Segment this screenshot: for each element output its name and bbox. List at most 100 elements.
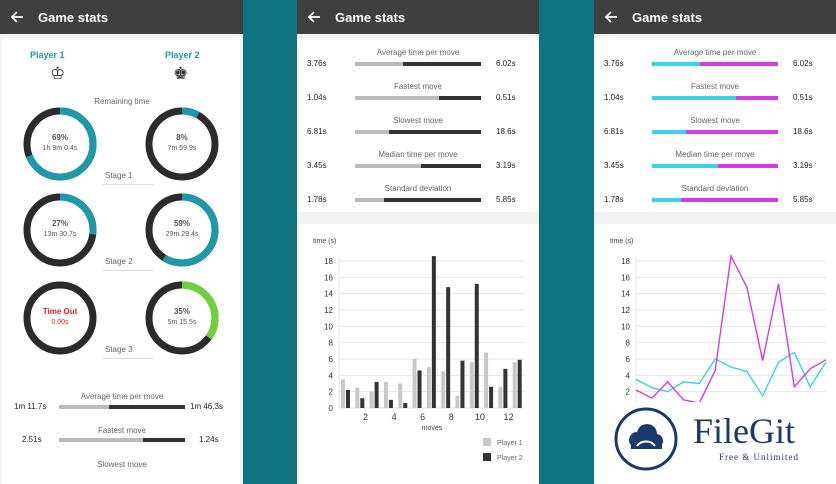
bar-player1 — [341, 379, 345, 408]
bar-player2 — [517, 359, 522, 408]
ring-track — [23, 281, 97, 355]
ring-time: 7m 59.9s — [167, 145, 197, 152]
player1-name: Player 1 — [30, 50, 65, 60]
ring-progress — [145, 193, 219, 267]
y-tick-label: 0 — [329, 404, 334, 413]
metric-right-value: 18.6s — [793, 127, 813, 136]
divider — [102, 184, 154, 185]
ring-progress — [145, 107, 219, 181]
app-bar: Game stats — [297, 0, 539, 34]
p2-bar-segment — [143, 438, 185, 442]
bar-player1 — [426, 367, 431, 408]
metric-label: Slowest move — [690, 116, 740, 125]
bar-player1 — [484, 352, 489, 408]
p1-bar-segment — [652, 198, 681, 202]
bar-player1 — [355, 387, 360, 408]
bar-player2 — [374, 381, 379, 408]
metric-label: Median time per move — [378, 150, 458, 159]
metric-left-value: 1.04s — [307, 93, 327, 102]
y-tick-label: 14 — [324, 290, 333, 299]
metric-label: Standard deviation — [384, 184, 452, 193]
bar-player2 — [503, 368, 508, 408]
metric-right-value: 3.19s — [793, 161, 813, 170]
metric-label: Slowest move — [97, 460, 147, 469]
metric-label: Median time per move — [675, 150, 755, 159]
x-tick-label: 4 — [392, 412, 397, 422]
metric-label: Fastest move — [97, 426, 146, 435]
panel-bar-chart: Game stats Average time per move 3.76s 6.0… — [297, 0, 539, 484]
p1-bar-segment — [652, 164, 718, 168]
p2-bar-segment — [717, 164, 778, 168]
metric-label: Standard deviation — [681, 184, 749, 193]
legend-swatch — [483, 453, 491, 461]
metric-right-value: 0.51s — [793, 93, 813, 102]
metric-bar — [355, 164, 481, 168]
back-arrow-icon[interactable] — [307, 10, 321, 24]
metric-right-value: 18.6s — [496, 127, 516, 136]
p2-bar-segment — [736, 96, 778, 100]
p2-bar-segment — [439, 96, 481, 100]
ring-time: 13m 30.7s — [43, 231, 77, 238]
legend-swatch — [483, 438, 491, 446]
metric-bar — [652, 62, 778, 66]
time-ring — [145, 193, 219, 267]
p2-bar-segment — [686, 130, 778, 134]
ring-progress — [23, 107, 97, 181]
metric-left-value: 3.45s — [307, 161, 327, 170]
metric-right-value: 0.51s — [496, 93, 516, 102]
page-title: Game stats — [335, 9, 406, 25]
ring-time: 5m 15.5s — [167, 319, 197, 326]
back-arrow-icon[interactable] — [604, 10, 618, 24]
ring-time: 29m 29.4s — [165, 231, 199, 238]
metrics-card: Average time per move 3.76s 6.02s Fastest m… — [594, 38, 836, 212]
bar-player1 — [412, 359, 417, 408]
y-tick-label: 4 — [329, 371, 334, 380]
y-tick-label: 12 — [621, 306, 630, 315]
metric-left-value: 3.76s — [307, 59, 327, 68]
stage-label: Stage 2 — [105, 257, 133, 266]
bar-player2 — [403, 403, 408, 408]
brand-name: FileGit — [693, 411, 796, 451]
bar-player1 — [441, 371, 446, 408]
y-axis-label: time (s) — [610, 238, 633, 245]
metric-left-value: 2.51s — [22, 435, 42, 444]
y-tick-label: 8 — [626, 339, 631, 348]
stage-label: Stage 1 — [105, 171, 133, 180]
bar-player1 — [398, 383, 403, 408]
app-bar: Game stats — [0, 0, 243, 34]
bar-player1 — [469, 362, 474, 408]
legend-label: Player 1 — [497, 440, 523, 447]
metric-bar — [355, 130, 481, 134]
metric-bar — [59, 438, 185, 442]
y-tick-label: 16 — [621, 273, 630, 282]
bar-player2 — [346, 390, 350, 408]
y-tick-label: 6 — [626, 355, 631, 364]
metric-left-value: 6.81s — [604, 127, 624, 136]
legend-label: Player 2 — [497, 455, 523, 462]
panel-remaining-time: Game stats Player 1 Player 2 ♔ ♚ Remaini… — [0, 0, 243, 484]
ring-time: 0.00s — [51, 319, 69, 326]
divider — [102, 270, 154, 271]
bar-chart: time (s) 0 2 4 6 8 10 12 14 16 18 2 4 6 8 10 12 moves Play… — [313, 238, 525, 462]
time-ring — [145, 281, 219, 355]
back-arrow-icon[interactable] — [10, 10, 24, 24]
y-tick-label: 10 — [621, 322, 630, 331]
y-tick-label: 6 — [329, 355, 334, 364]
metric-left-value: 1.78s — [307, 195, 327, 204]
bar-player2 — [388, 399, 393, 408]
p1-bar-segment — [59, 405, 110, 409]
p1-bar-segment — [355, 62, 403, 66]
ring-track — [145, 107, 219, 181]
p2-bar-segment — [389, 130, 481, 134]
x-tick-label: 2 — [363, 412, 368, 422]
page-title: Game stats — [632, 9, 703, 25]
p1-bar-segment — [355, 96, 440, 100]
metric-left-value: 3.76s — [604, 59, 624, 68]
metric-bar — [652, 198, 778, 202]
x-axis-label: moves — [422, 425, 443, 432]
metric-label: Fastest move — [393, 82, 442, 91]
metric-label: Slowest move — [393, 116, 443, 125]
bar-player2 — [417, 370, 422, 408]
metric-label: Average time per move — [673, 48, 757, 57]
